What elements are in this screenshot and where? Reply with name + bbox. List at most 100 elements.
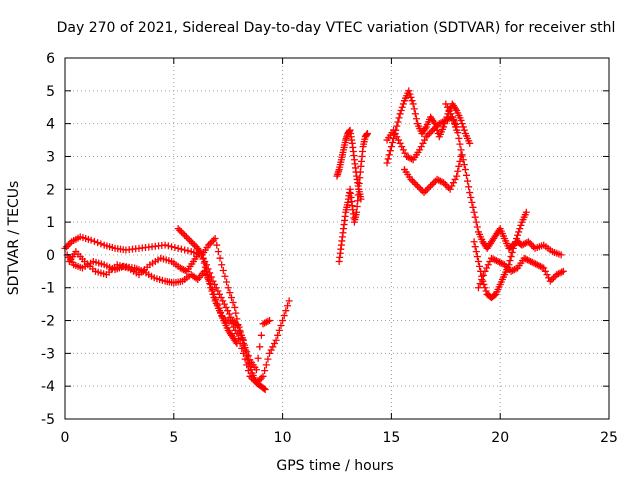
y-axis-label: SDTVAR / TECUs <box>6 181 22 296</box>
data-point <box>522 255 530 263</box>
data-point <box>459 156 467 164</box>
data-point <box>261 385 269 393</box>
data-point <box>472 248 480 256</box>
data-point <box>487 254 495 262</box>
data-point <box>223 278 231 286</box>
data-point <box>259 320 267 328</box>
data-point <box>501 261 509 269</box>
data-point <box>207 284 215 292</box>
data-point <box>510 266 518 274</box>
data-point <box>483 264 491 272</box>
data-point <box>262 318 270 326</box>
data-point <box>504 264 512 272</box>
data-point <box>231 303 239 311</box>
chart-title: Day 270 of 2021, Sidereal Day-to-day VTE… <box>57 20 616 36</box>
data-point <box>232 320 240 328</box>
data-point <box>264 355 272 363</box>
data-point <box>210 294 218 302</box>
data-point <box>357 195 365 203</box>
data-point <box>481 267 489 275</box>
data-point <box>491 256 499 264</box>
data-point <box>249 376 257 384</box>
data-point <box>209 290 217 298</box>
data-point <box>541 267 549 275</box>
data-point <box>420 189 428 197</box>
data-point <box>473 223 481 231</box>
data-point <box>401 149 409 157</box>
series-track-i <box>400 152 465 197</box>
data-point <box>428 180 436 188</box>
data-point <box>482 287 490 295</box>
data-point <box>254 354 262 362</box>
data-point <box>411 110 419 118</box>
data-point <box>520 254 528 262</box>
data-point <box>440 117 448 125</box>
data-point <box>458 120 466 128</box>
data-point <box>266 349 274 357</box>
data-point <box>474 284 482 292</box>
data-point <box>246 362 254 370</box>
data-point <box>243 348 251 356</box>
data-point <box>174 225 182 233</box>
data-point <box>231 326 239 334</box>
data-point <box>259 372 267 380</box>
data-point <box>421 125 429 133</box>
data-point <box>410 179 418 187</box>
data-point <box>462 171 470 179</box>
data-point <box>257 331 265 339</box>
data-point <box>448 182 456 190</box>
data-point <box>279 317 287 325</box>
data-point <box>190 241 198 249</box>
data-point <box>430 118 438 126</box>
data-point <box>403 152 411 160</box>
data-point <box>556 269 564 277</box>
data-point <box>492 257 500 265</box>
data-point <box>219 266 227 274</box>
y-tick-label: 2 <box>46 182 55 198</box>
data-point <box>489 255 497 263</box>
y-tick-label: 1 <box>46 215 55 231</box>
data-point <box>192 274 200 282</box>
data-point <box>232 309 240 317</box>
data-point <box>509 266 517 274</box>
data-point <box>417 143 425 151</box>
data-point <box>520 240 528 248</box>
data-point <box>262 361 270 369</box>
data-point <box>252 366 260 374</box>
series-track-l <box>474 254 567 292</box>
data-point <box>210 236 218 244</box>
data-point <box>174 244 182 252</box>
data-point <box>285 297 293 305</box>
data-point <box>471 243 479 251</box>
data-point <box>446 185 454 193</box>
data-point <box>421 136 429 144</box>
data-point <box>427 182 435 190</box>
data-point <box>181 231 189 239</box>
data-point <box>229 317 237 325</box>
data-point <box>218 261 226 269</box>
data-point <box>478 276 486 284</box>
series-track-g <box>383 87 474 167</box>
data-point <box>419 139 427 147</box>
data-point <box>512 265 520 273</box>
data-point <box>406 154 414 162</box>
data-point <box>399 146 407 154</box>
data-point <box>442 100 450 108</box>
data-point <box>256 376 264 384</box>
data-point <box>456 157 464 165</box>
data-point <box>454 167 462 175</box>
y-tick-label: 6 <box>46 51 55 67</box>
data-point <box>445 107 453 115</box>
data-point <box>239 340 247 348</box>
data-point <box>280 312 288 320</box>
data-point <box>497 259 505 267</box>
data-point <box>507 253 515 261</box>
data-point <box>182 233 190 241</box>
data-point <box>211 280 219 288</box>
data-point <box>266 317 274 325</box>
data-point <box>454 129 462 137</box>
data-point <box>474 257 482 265</box>
data-point <box>523 239 531 247</box>
grid <box>65 58 609 419</box>
